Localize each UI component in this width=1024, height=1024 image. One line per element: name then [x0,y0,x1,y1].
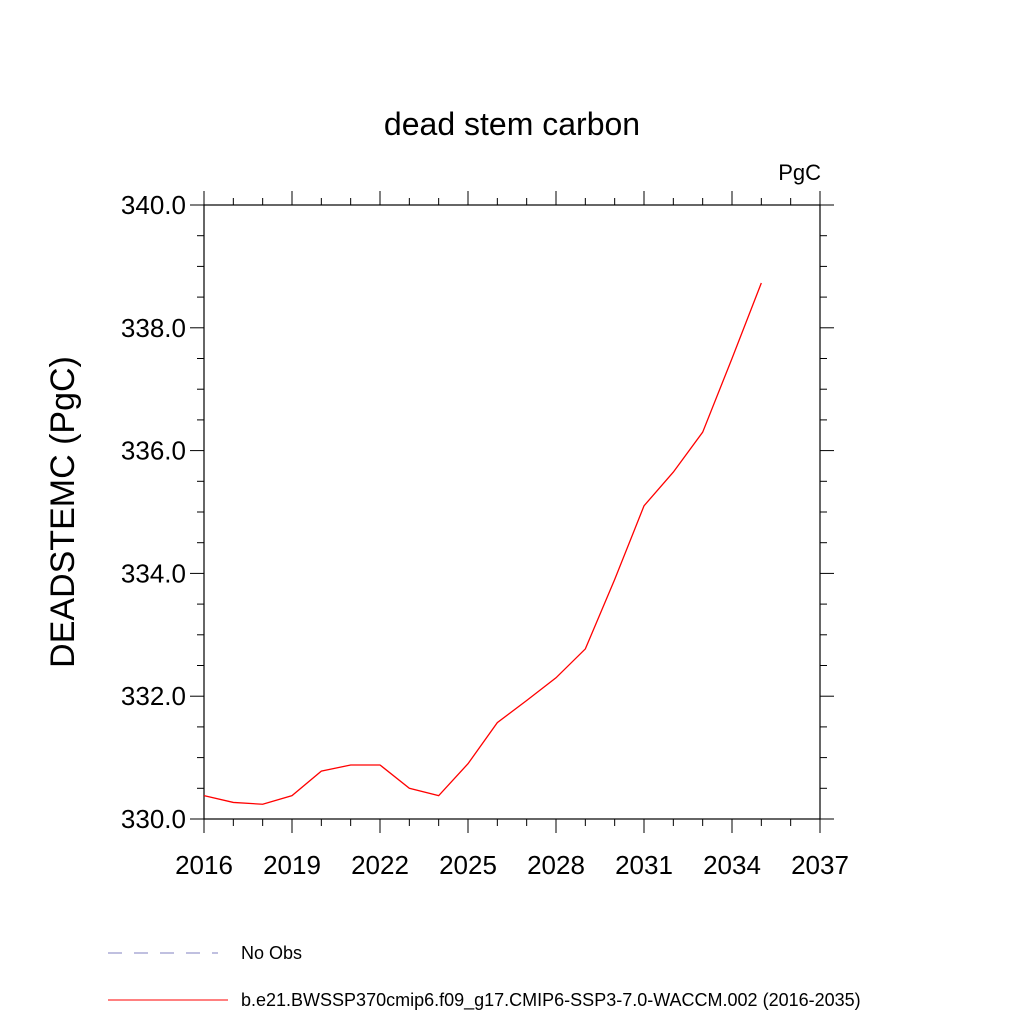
y-tick-label: 338.0 [121,313,186,343]
x-tick-labels: 2016 2019 2022 2025 2028 2031 2034 2037 [175,850,849,880]
x-tick-label: 2016 [175,850,233,880]
y-axis-label: DEADSTEMC (PgC) [44,356,82,668]
x-tick-label: 2028 [527,850,585,880]
y-tick-label: 332.0 [121,681,186,711]
units-label: PgC [778,160,821,185]
plot-frame [203,204,821,820]
y-tick-label: 340.0 [121,190,186,220]
y-tick-label: 330.0 [121,804,186,834]
y-tick-label: 334.0 [121,558,186,588]
x-tick-label: 2031 [615,850,673,880]
y-tick-labels: 330.0 332.0 334.0 336.0 338.0 340.0 [121,190,186,834]
x-tick-label: 2034 [703,850,761,880]
x-tick-label: 2022 [351,850,409,880]
y-tick-label: 336.0 [121,436,186,466]
chart-title: dead stem carbon [384,106,640,142]
legend-label-0: No Obs [241,943,302,963]
series-line-0 [203,282,762,805]
x-tick-label: 2019 [263,850,321,880]
legend: No Obs b.e21.BWSSP370cmip6.f09_g17.CMIP6-… [108,943,861,1011]
x-tick-label: 2025 [439,850,497,880]
x-tick-label: 2037 [791,850,849,880]
legend-label-1: b.e21.BWSSP370cmip6.f09_g17.CMIP6-SSP3-7… [241,990,861,1011]
series-group [203,282,762,805]
tick-marks [190,191,834,833]
